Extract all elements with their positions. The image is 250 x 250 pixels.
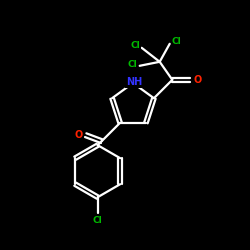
Text: O: O [74, 130, 83, 140]
Text: Cl: Cl [93, 216, 102, 225]
Text: NH: NH [126, 77, 142, 87]
Text: O: O [193, 75, 202, 85]
Text: Cl: Cl [172, 37, 181, 46]
Text: Cl: Cl [131, 41, 140, 50]
Text: Cl: Cl [128, 60, 138, 69]
